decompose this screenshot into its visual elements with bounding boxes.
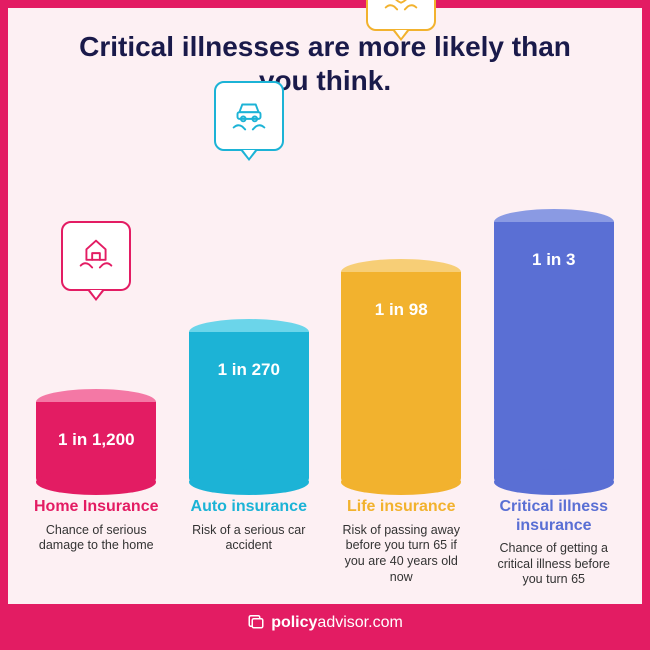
label-desc: Risk of passing away before you turn 65 … (335, 523, 468, 586)
stat-label: 1 in 1,200 (36, 430, 156, 450)
label-home: Home Insurance Chance of serious damage … (26, 498, 167, 588)
shield-hands-icon (366, 0, 436, 31)
car-hands-icon (214, 81, 284, 151)
home-hands-icon (61, 221, 131, 291)
label-desc: Chance of serious damage to the home (30, 523, 163, 554)
bar-chart: 1 in 1,200 1 in 270 1 in 98 (26, 138, 624, 482)
bar-auto: 1 in 270 (179, 332, 320, 482)
label-title: Home Insurance (30, 498, 163, 516)
stat-label: 1 in 3 (494, 250, 614, 270)
footer-text: policyadvisor.com (271, 614, 403, 632)
footer-brand-bold: policy (271, 614, 317, 631)
labels-row: Home Insurance Chance of serious damage … (26, 498, 624, 588)
page-title: Critical illnesses are more likely than … (8, 8, 642, 97)
label-desc: Risk of a serious car accident (183, 523, 316, 554)
logo-icon (247, 612, 265, 635)
badge-pointer (393, 31, 409, 41)
label-title: Life insurance (335, 498, 468, 516)
bar-critical: 1 in 3 (484, 222, 625, 482)
label-title: Auto insurance (183, 498, 316, 516)
badge-pointer (241, 151, 257, 161)
cylinder: 1 in 3 (494, 222, 614, 482)
footer-bar: policyadvisor.com (8, 604, 642, 642)
footer-brand-rest: advisor.com (317, 614, 402, 631)
cylinder: 1 in 1,200 (36, 402, 156, 482)
label-title: Critical illness insurance (488, 498, 621, 535)
label-desc: Chance of getting a critical illness bef… (488, 541, 621, 588)
stat-label: 1 in 98 (341, 300, 461, 320)
label-auto: Auto insurance Risk of a serious car acc… (179, 498, 320, 588)
label-critical: Critical illness insurance Chance of get… (484, 498, 625, 588)
cylinder: 1 in 98 (341, 272, 461, 482)
cylinder: 1 in 270 (189, 332, 309, 482)
stat-label: 1 in 270 (189, 360, 309, 380)
bar-life: 1 in 98 (331, 272, 472, 482)
badge-pointer (88, 291, 104, 301)
bar-home: 1 in 1,200 (26, 402, 167, 482)
label-life: Life insurance Risk of passing away befo… (331, 498, 472, 588)
infographic-frame: Critical illnesses are more likely than … (0, 0, 650, 650)
